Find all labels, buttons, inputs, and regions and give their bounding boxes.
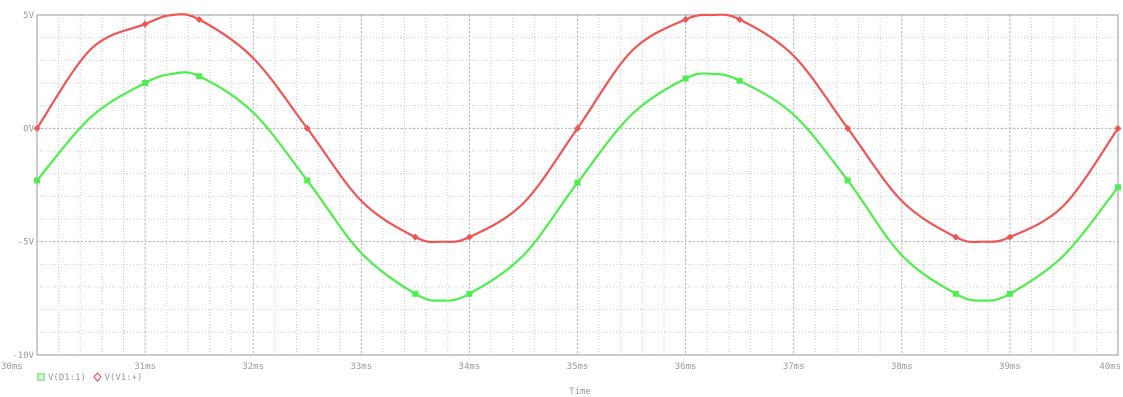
data-point — [141, 20, 149, 28]
data-point — [736, 16, 744, 24]
y-tick-label: 0V — [23, 124, 34, 134]
data-point — [412, 290, 419, 297]
data-point — [196, 73, 203, 80]
legend: V(D1:1) V(V1:+) — [37, 372, 143, 383]
x-tick-label: 32ms — [242, 362, 264, 372]
data-point — [682, 75, 689, 82]
x-tick-label: 37ms — [783, 362, 805, 372]
series-v-d1 — [34, 71, 1121, 302]
x-tick-label: 30ms — [1, 362, 23, 372]
legend-label: V(V1:+) — [105, 373, 143, 383]
data-point — [303, 124, 311, 132]
data-point — [34, 177, 40, 184]
x-tick-label: 35ms — [567, 362, 589, 372]
data-point — [1006, 290, 1013, 297]
data-point — [844, 177, 851, 184]
x-tick-label: 39ms — [999, 362, 1021, 372]
legend-label: V(D1:1) — [48, 373, 86, 383]
y-tick-label: -10V — [12, 351, 34, 361]
y-axis-ticks: 5V 0V -5V -10V — [12, 11, 34, 361]
data-point — [952, 233, 960, 241]
legend-marker-square — [37, 373, 45, 381]
data-point — [574, 179, 581, 186]
y-tick-label: 5V — [23, 11, 34, 21]
data-point — [1006, 233, 1014, 241]
x-axis-ticks: 30ms 31ms 32ms 33ms 34ms 35ms 36ms 37ms 38ms 39ms… — [1, 362, 1121, 372]
data-point — [1114, 124, 1122, 132]
data-point — [33, 124, 41, 132]
x-tick-label: 33ms — [350, 362, 372, 372]
data-point — [844, 124, 852, 132]
series-v-v1 — [33, 13, 1122, 244]
y-tick-label: -5V — [18, 238, 35, 248]
x-tick-label: 36ms — [675, 362, 697, 372]
data-point — [411, 233, 419, 241]
data-point — [1115, 184, 1121, 191]
x-tick-label: 40ms — [1099, 362, 1121, 372]
data-point — [142, 80, 149, 86]
data-point — [195, 16, 203, 24]
data-point — [736, 77, 743, 84]
x-tick-label: 31ms — [134, 362, 156, 372]
legend-marker-diamond — [93, 372, 102, 382]
data-point — [574, 124, 581, 132]
data-point — [952, 290, 959, 297]
data-point — [466, 290, 473, 297]
data-point — [682, 16, 690, 24]
x-tick-label: 34ms — [459, 362, 481, 372]
x-tick-label: 38ms — [891, 362, 913, 372]
x-axis-title: Time — [569, 387, 591, 397]
series-layer — [33, 13, 1122, 302]
data-point — [304, 177, 311, 184]
data-point — [465, 233, 473, 241]
